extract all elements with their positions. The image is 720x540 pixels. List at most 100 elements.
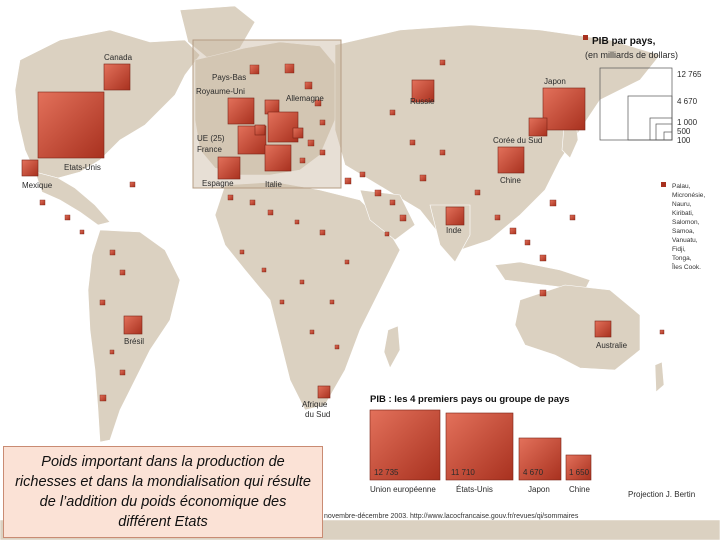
country-marker xyxy=(299,279,305,285)
label-afrique-du-sud-2: du Sud xyxy=(305,410,330,419)
madagascar-land xyxy=(383,325,401,369)
marker-italie xyxy=(264,144,292,172)
legend-square-100 xyxy=(663,131,673,141)
country-marker xyxy=(109,249,116,256)
country-marker xyxy=(389,199,396,206)
caption-box: Poids important dans la production de ri… xyxy=(3,446,323,538)
marker-canada xyxy=(103,63,131,91)
pacific-note-marker xyxy=(661,182,666,187)
australia-land xyxy=(514,284,641,371)
country-marker xyxy=(319,149,326,156)
top4-value-japon: 4 670 xyxy=(523,468,544,477)
label-allemagne: Allemagne xyxy=(286,94,324,103)
indonesia-land xyxy=(494,261,591,291)
source-note: novembre-décembre 2003. http://www.lacoc… xyxy=(324,513,579,520)
label-coree-du-sud: Corée du Sud xyxy=(493,136,542,145)
marker-espagne xyxy=(217,156,241,180)
marker-japon xyxy=(542,87,586,131)
top4-title: PIB : les 4 premiers pays ou groupe de p… xyxy=(370,394,570,405)
top4-name-etats-unis: États-Unis xyxy=(456,485,493,494)
country-marker xyxy=(549,199,557,207)
label-etats-unis: Etats-Unis xyxy=(64,163,101,172)
label-france: France xyxy=(197,145,222,154)
marker-europe-small-2 xyxy=(292,127,304,139)
country-marker xyxy=(409,139,416,146)
gdp-legend-squares xyxy=(599,67,673,141)
country-marker xyxy=(659,329,665,335)
label-japon: Japon xyxy=(544,77,566,86)
country-marker xyxy=(419,174,427,182)
label-bresil: Brésil xyxy=(124,337,144,346)
country-marker xyxy=(279,299,285,305)
country-marker xyxy=(109,349,115,355)
country-marker xyxy=(99,299,106,306)
label-afrique-du-sud-1: Afrique xyxy=(302,400,328,409)
country-marker xyxy=(261,267,267,273)
country-marker xyxy=(509,227,517,235)
label-royaume-uni: Royaume-Uni xyxy=(196,87,245,96)
marker-chine xyxy=(497,146,525,174)
country-marker xyxy=(267,209,274,216)
country-marker xyxy=(99,394,107,402)
central-america-land xyxy=(34,171,111,226)
marker-bresil xyxy=(123,315,143,335)
marker-russie xyxy=(411,79,435,103)
label-italie: Italie xyxy=(265,180,282,189)
country-marker xyxy=(309,329,315,335)
marker-afrique-du-sud xyxy=(317,385,331,399)
pacific-item: Salomon, xyxy=(672,219,700,226)
major-country-markers xyxy=(21,63,612,399)
legend-value-1000: 1 000 xyxy=(677,118,698,127)
top4-value-chine: 1 650 xyxy=(569,468,590,477)
label-australie: Australie xyxy=(596,341,628,350)
country-marker xyxy=(439,149,446,156)
country-marker xyxy=(39,199,46,206)
top4-name-japon: Japon xyxy=(528,485,550,494)
gdp-legend-title: PIB par pays, xyxy=(592,36,656,47)
marker-royaume-uni xyxy=(227,97,255,125)
top4-square-ue xyxy=(369,409,441,481)
country-marker xyxy=(399,214,407,222)
country-marker xyxy=(119,269,126,276)
minor-country-markers xyxy=(39,59,665,402)
top4-square-japon xyxy=(518,437,562,481)
legend-value-4670: 4 670 xyxy=(677,97,698,106)
legend-value-100: 100 xyxy=(677,136,691,145)
label-espagne: Espagne xyxy=(202,179,234,188)
legend-value-12765: 12 765 xyxy=(677,70,702,79)
country-marker xyxy=(304,81,313,90)
country-marker xyxy=(334,344,340,350)
country-marker xyxy=(329,299,335,305)
pacific-item: Tonga, xyxy=(672,255,692,262)
country-marker xyxy=(359,171,366,178)
pacific-item: Kiribati, xyxy=(672,210,694,217)
country-marker xyxy=(374,189,382,197)
country-marker xyxy=(524,239,531,246)
country-marker xyxy=(539,254,547,262)
country-marker xyxy=(249,199,256,206)
country-marker xyxy=(227,194,234,201)
pacific-note: Palau, Micronésie, Nauru, Kiribati, Salo… xyxy=(661,182,705,271)
country-marker xyxy=(539,289,547,297)
marker-australie xyxy=(594,320,612,338)
pacific-item: Nauru, xyxy=(672,201,692,208)
marker-inde xyxy=(445,206,465,226)
label-chine: Chine xyxy=(500,176,521,185)
country-marker xyxy=(299,157,306,164)
country-marker xyxy=(314,99,322,107)
top4-name-ue: Union européenne xyxy=(370,485,436,494)
country-marker xyxy=(307,139,315,147)
country-marker xyxy=(319,229,326,236)
marker-etats-unis xyxy=(37,91,105,159)
pacific-item: Samoa, xyxy=(672,228,695,235)
label-pays-bas: Pays-Bas xyxy=(212,73,246,82)
gdp-legend-marker xyxy=(583,35,588,40)
pacific-item: Fidji, xyxy=(672,246,686,253)
label-russie: Russie xyxy=(410,97,435,106)
pacific-item: Vanuatu, xyxy=(672,237,698,244)
marker-mexique xyxy=(21,159,39,177)
top4-name-chine: Chine xyxy=(569,485,590,494)
marker-europe-small-1 xyxy=(254,124,266,136)
country-labels: Canada Etats-Unis Mexique Brésil Pays-Ba… xyxy=(22,53,628,419)
